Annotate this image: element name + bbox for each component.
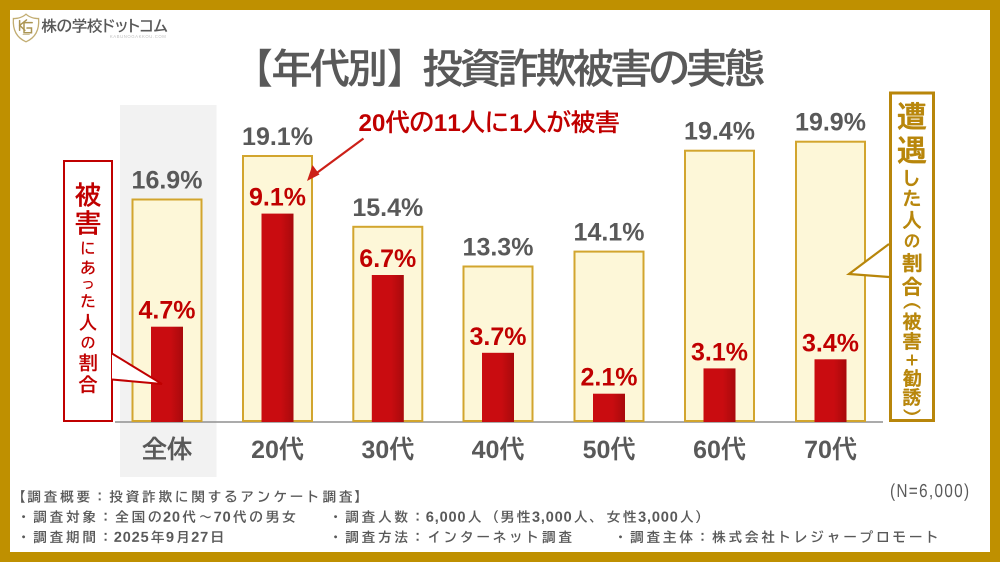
svg-text:3.1%: 3.1%: [691, 338, 748, 366]
svg-text:19.4%: 19.4%: [684, 118, 755, 146]
svg-text:9.1%: 9.1%: [249, 184, 306, 212]
svg-text:6.7%: 6.7%: [359, 245, 416, 273]
svg-text:19.1%: 19.1%: [242, 123, 313, 151]
svg-text:2.1%: 2.1%: [581, 364, 638, 392]
svg-text:3.4%: 3.4%: [802, 329, 859, 357]
svg-text:13.3%: 13.3%: [463, 234, 534, 262]
svg-text:KABUNOGAKKOU.COM: KABUNOGAKKOU.COM: [110, 34, 167, 39]
svg-text:16.9%: 16.9%: [132, 167, 203, 195]
svg-text:15.4%: 15.4%: [352, 194, 423, 222]
svg-text:19.9%: 19.9%: [795, 109, 866, 137]
svg-text:3.7%: 3.7%: [470, 323, 527, 351]
svg-text:4.7%: 4.7%: [139, 297, 196, 325]
svg-text:14.1%: 14.1%: [574, 219, 645, 247]
